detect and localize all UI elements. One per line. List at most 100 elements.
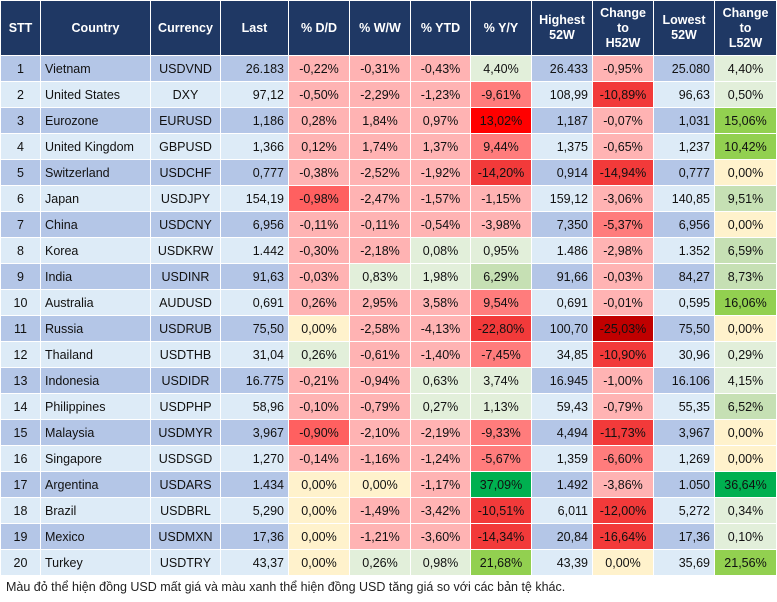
cell-last: 6,956 — [220, 211, 289, 238]
cell-dd: 0,00% — [288, 549, 350, 576]
cell-last: 97,12 — [220, 81, 289, 108]
cell-ch: -3,86% — [592, 471, 654, 498]
cell-ytd: -0,43% — [410, 55, 471, 82]
cell-currency: USDARS — [150, 471, 221, 498]
table-body: 1 Vietnam USDVND 26.183 -0,22% -0,31% -0,43% 4,… — [0, 55, 777, 576]
table-row: 19 Mexico USDMXN 17,36 0,00% -1,21% -3,60% -14,… — [0, 523, 777, 550]
cell-l52: 1,031 — [653, 107, 715, 134]
cell-last: 1.442 — [220, 237, 289, 264]
cell-currency: USDTRY — [150, 549, 221, 576]
cell-stt: 14 — [0, 393, 41, 420]
cell-stt: 5 — [0, 159, 41, 186]
cell-yy: -1,15% — [470, 185, 532, 212]
cell-h52: 34,85 — [531, 341, 593, 368]
table-row: 12 Thailand USDTHB 31,04 0,26% -0,61% -1,40% -7… — [0, 341, 777, 368]
cell-ch: -0,01% — [592, 289, 654, 316]
cell-last: 75,50 — [220, 315, 289, 342]
cell-l52: 5,272 — [653, 497, 715, 524]
cell-cl: 16,06% — [714, 289, 777, 316]
cell-dd: -0,90% — [288, 419, 350, 446]
header-country: Country — [40, 0, 151, 56]
cell-ch: -0,95% — [592, 55, 654, 82]
cell-h52: 16.945 — [531, 367, 593, 394]
cell-dd: 0,00% — [288, 523, 350, 550]
cell-dd: 0,26% — [288, 289, 350, 316]
cell-country: Turkey — [40, 549, 151, 576]
cell-ww: 0,83% — [349, 263, 411, 290]
cell-yy: 6,29% — [470, 263, 532, 290]
cell-country: Philippines — [40, 393, 151, 420]
cell-dd: -0,21% — [288, 367, 350, 394]
cell-last: 1,186 — [220, 107, 289, 134]
cell-ytd: 0,08% — [410, 237, 471, 264]
cell-currency: USDRUB — [150, 315, 221, 342]
cell-ytd: 0,98% — [410, 549, 471, 576]
cell-l52: 1.352 — [653, 237, 715, 264]
cell-last: 43,37 — [220, 549, 289, 576]
cell-ytd: -1,23% — [410, 81, 471, 108]
cell-yy: 37,09% — [470, 471, 532, 498]
cell-l52: 1,269 — [653, 445, 715, 472]
cell-yy: 9,44% — [470, 133, 532, 160]
cell-last: 91,63 — [220, 263, 289, 290]
cell-ww: -1,21% — [349, 523, 411, 550]
cell-last: 1,366 — [220, 133, 289, 160]
cell-cl: 10,42% — [714, 133, 777, 160]
cell-ww: -2,18% — [349, 237, 411, 264]
cell-country: United States — [40, 81, 151, 108]
cell-dd: -0,38% — [288, 159, 350, 186]
cell-dd: -0,11% — [288, 211, 350, 238]
cell-cl: 0,00% — [714, 445, 777, 472]
cell-cl: 36,64% — [714, 471, 777, 498]
cell-last: 3,967 — [220, 419, 289, 446]
cell-cl: 4,40% — [714, 55, 777, 82]
cell-country: Switzerland — [40, 159, 151, 186]
cell-ch: -0,07% — [592, 107, 654, 134]
cell-ytd: -3,60% — [410, 523, 471, 550]
cell-l52: 6,956 — [653, 211, 715, 238]
cell-h52: 26.433 — [531, 55, 593, 82]
cell-country: Brazil — [40, 497, 151, 524]
cell-l52: 55,35 — [653, 393, 715, 420]
cell-yy: 13,02% — [470, 107, 532, 134]
header-ytd: % YTD — [410, 0, 471, 56]
cell-cl: 0,00% — [714, 211, 777, 238]
cell-stt: 2 — [0, 81, 41, 108]
cell-h52: 7,350 — [531, 211, 593, 238]
header-ww: % W/W — [349, 0, 411, 56]
cell-ytd: -2,19% — [410, 419, 471, 446]
cell-currency: GBPUSD — [150, 133, 221, 160]
cell-currency: USDKRW — [150, 237, 221, 264]
cell-currency: USDSGD — [150, 445, 221, 472]
cell-country: Malaysia — [40, 419, 151, 446]
cell-ww: -2,58% — [349, 315, 411, 342]
cell-yy: 1,13% — [470, 393, 532, 420]
cell-ch: -6,60% — [592, 445, 654, 472]
cell-dd: -0,50% — [288, 81, 350, 108]
cell-l52: 0,595 — [653, 289, 715, 316]
currency-table: STT Country Currency Last% D/D% W/W% YTD% Y… — [0, 0, 777, 576]
cell-ytd: -1,92% — [410, 159, 471, 186]
cell-ytd: 1,37% — [410, 133, 471, 160]
table-row: 8 Korea USDKRW 1.442 -0,30% -2,18% 0,08% 0,95% 1… — [0, 237, 777, 264]
table-row: 18 Brazil USDBRL 5,290 0,00% -1,49% -3,42% -10,… — [0, 497, 777, 524]
cell-ww: -2,10% — [349, 419, 411, 446]
cell-last: 17,36 — [220, 523, 289, 550]
cell-currency: EURUSD — [150, 107, 221, 134]
cell-last: 58,96 — [220, 393, 289, 420]
header-highest-52w: Highest 52W — [531, 0, 593, 56]
cell-stt: 6 — [0, 185, 41, 212]
header-lowest-52w: Lowest 52W — [653, 0, 715, 56]
cell-ch: 0,00% — [592, 549, 654, 576]
cell-ytd: -1,17% — [410, 471, 471, 498]
cell-l52: 25.080 — [653, 55, 715, 82]
table-row: 9 India USDINR 91,63 -0,03% 0,83% 1,98% 6,29% 91… — [0, 263, 777, 290]
table-row: 11 Russia USDRUB 75,50 0,00% -2,58% -4,13% -22,… — [0, 315, 777, 342]
cell-country: Vietnam — [40, 55, 151, 82]
cell-h52: 4,494 — [531, 419, 593, 446]
cell-ch: -12,00% — [592, 497, 654, 524]
cell-h52: 91,66 — [531, 263, 593, 290]
cell-l52: 84,27 — [653, 263, 715, 290]
cell-l52: 3,967 — [653, 419, 715, 446]
cell-ch: -0,03% — [592, 263, 654, 290]
